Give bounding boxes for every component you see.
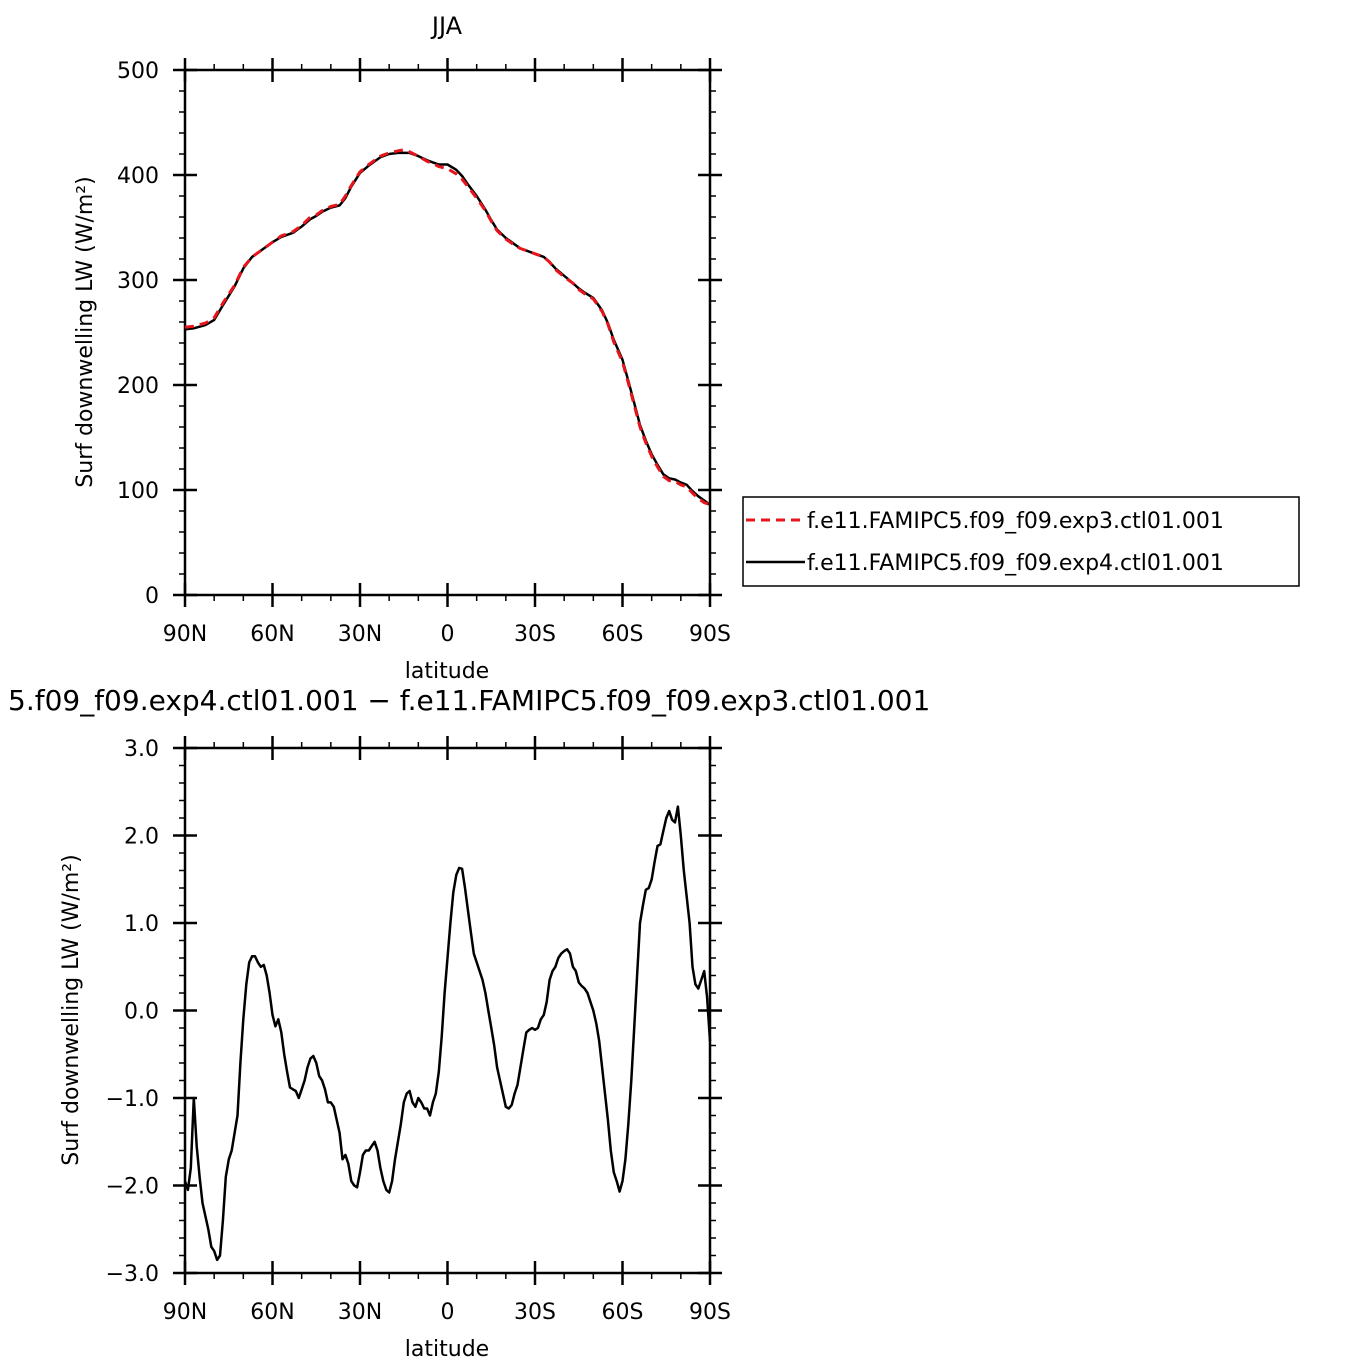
- panel-top: JJA 0 100 200 300 400 500 90N 60N 30N 0 30S 60S 90S…: [73, 12, 1300, 684]
- series-lines: [183, 805, 712, 1262]
- legend-label-exp3: f.e11.FAMIPC5.f09_f09.exp3.ctl01.001: [807, 509, 1224, 534]
- y-tick-label: 2.0: [124, 825, 159, 850]
- y-axis-label: Surf downwelling LW (W/m²): [59, 854, 84, 1165]
- x-tick-label: 60N: [250, 1300, 294, 1325]
- y-tick-label: 0: [145, 584, 159, 609]
- x-tick-label: 30S: [514, 622, 556, 647]
- y-tick-label: 100: [117, 479, 159, 504]
- x-tick-label: 90S: [689, 1300, 731, 1325]
- x-tick-label: 60S: [602, 1300, 644, 1325]
- series-line: [183, 805, 712, 1262]
- x-tick-label: 0: [441, 622, 455, 647]
- x-tick-label: 90S: [689, 622, 731, 647]
- series-line: [184, 148, 711, 507]
- plot-frame: [183, 68, 712, 597]
- x-tick-label: 90N: [163, 622, 207, 647]
- x-axis-label: latitude: [405, 659, 489, 684]
- x-tick-label: 60N: [250, 622, 294, 647]
- x-tick-label: 60S: [602, 622, 644, 647]
- series-line: [184, 151, 711, 506]
- y-tick-label: −1.0: [106, 1087, 159, 1112]
- y-tick-label: 0.0: [124, 1000, 159, 1025]
- x-tick-label: 30S: [514, 1300, 556, 1325]
- x-tick-label: 30N: [338, 1300, 382, 1325]
- x-axis-ticks: 90N 60N 30N 0 30S 60S 90S: [163, 736, 731, 1325]
- y-axis-label: Surf downwelling LW (W/m²): [73, 176, 98, 487]
- y-tick-label: −2.0: [106, 1175, 159, 1200]
- y-tick-label: 300: [117, 269, 159, 294]
- plot-frame: [183, 746, 712, 1275]
- x-tick-label: 90N: [163, 1300, 207, 1325]
- y-axis-ticks: −3.0 −2.0 −1.0 0.0 1.0 2.0 3.0: [106, 737, 722, 1287]
- y-tick-label: −3.0: [106, 1262, 159, 1287]
- x-axis-label: latitude: [405, 1337, 489, 1362]
- y-tick-label: 1.0: [124, 912, 159, 937]
- legend: f.e11.FAMIPC5.f09_f09.exp3.ctl01.001 f.e…: [742, 496, 1300, 587]
- y-tick-label: 500: [117, 59, 159, 84]
- y-tick-label: 200: [117, 374, 159, 399]
- legend-label-exp4: f.e11.FAMIPC5.f09_f09.exp4.ctl01.001: [807, 551, 1224, 576]
- y-tick-label: 400: [117, 164, 159, 189]
- difference-title: 5.f09_f09.exp4.ctl01.001 − f.e11.FAMIPC5…: [8, 684, 930, 717]
- y-tick-label: 3.0: [124, 737, 159, 762]
- series-lines: [184, 148, 711, 507]
- x-tick-label: 30N: [338, 622, 382, 647]
- y-axis-ticks: 0 100 200 300 400 500: [117, 59, 722, 609]
- legend-box: [742, 496, 1300, 587]
- chart-title: JJA: [430, 12, 463, 40]
- panel-bottom: 5.f09_f09.exp4.ctl01.001 − f.e11.FAMIPC5…: [8, 684, 930, 1362]
- x-tick-label: 0: [441, 1300, 455, 1325]
- x-axis-ticks: 90N 60N 30N 0 30S 60S 90S: [163, 58, 731, 647]
